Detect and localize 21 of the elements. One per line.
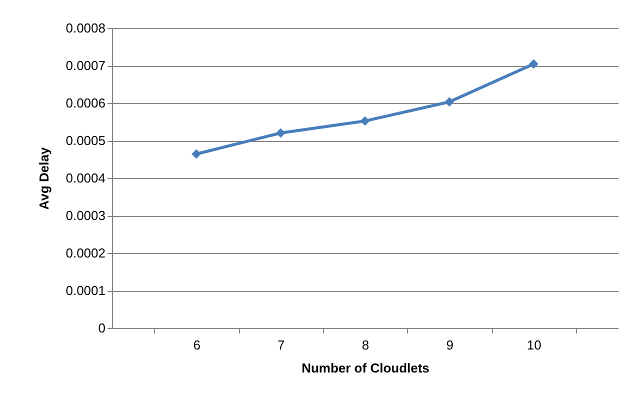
y-tick-label: 0.0001 xyxy=(66,283,106,298)
x-tick-label: 6 xyxy=(193,338,200,352)
y-tick-label: 0.0004 xyxy=(66,170,106,186)
y-axis-title: Avg Delay xyxy=(36,146,52,210)
point xyxy=(276,128,286,138)
x-tick-label: 8 xyxy=(362,338,370,352)
point xyxy=(528,59,538,69)
y-tick-label: 0.0006 xyxy=(66,96,106,110)
point xyxy=(192,149,202,159)
y-tick-label: 0.0007 xyxy=(66,58,106,73)
y-tick-label: 0 xyxy=(98,320,106,336)
x-tick-label: 7 xyxy=(278,338,285,352)
point xyxy=(444,97,454,107)
y-tick-label: 0.0002 xyxy=(66,246,106,260)
x-tick-label: 10 xyxy=(526,338,542,352)
y-tick-label: 0.0008 xyxy=(66,20,106,36)
point xyxy=(360,116,370,126)
y-tick-label: 0.0003 xyxy=(66,208,106,223)
x-tick-label: 9 xyxy=(446,338,454,352)
y-tick-label: 0.0005 xyxy=(66,133,106,148)
x-axis-title: Number of Cloudlets xyxy=(302,360,430,376)
